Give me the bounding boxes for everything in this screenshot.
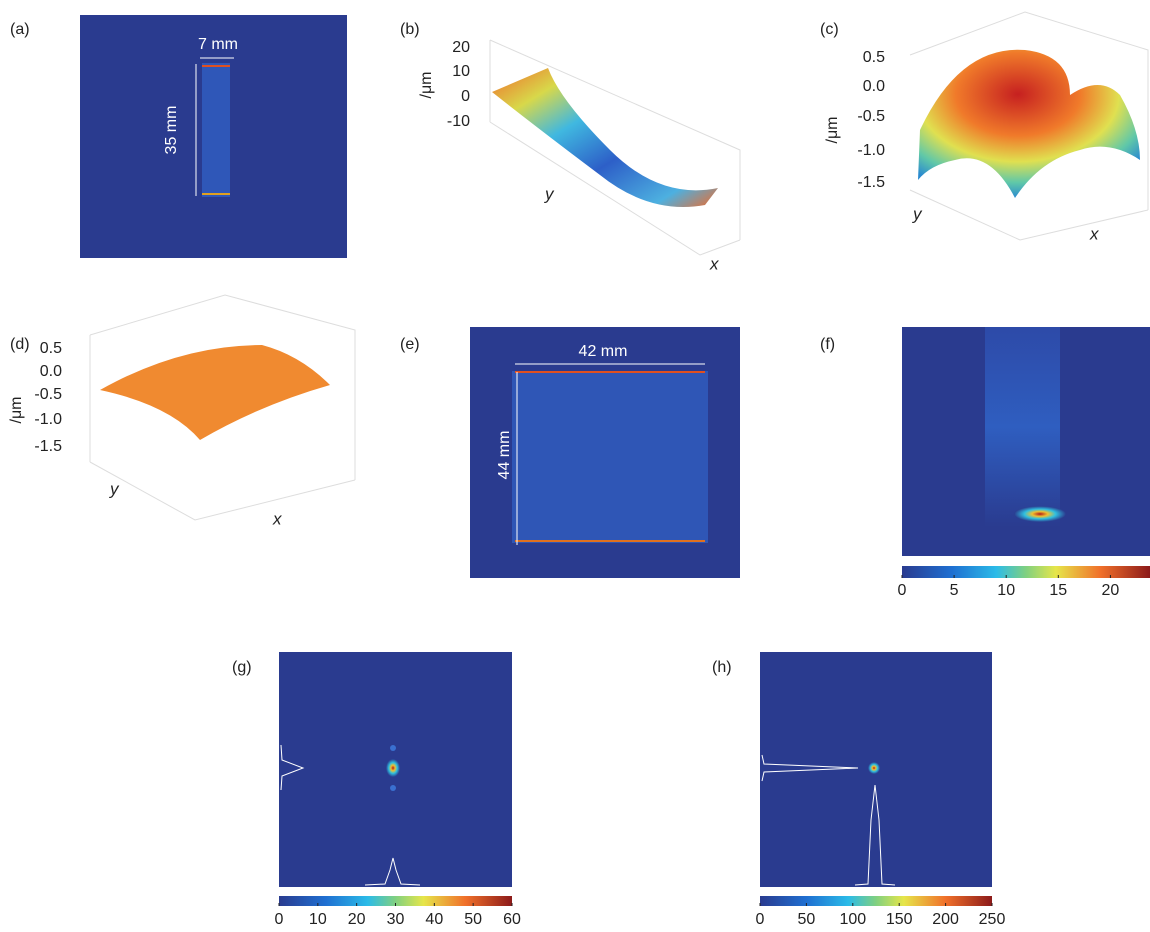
z-tick-label: 10 [452,63,470,80]
beam-strip [202,63,230,197]
annotation: 7 mm [198,36,238,53]
surface [918,50,1140,198]
hot-spot [1014,506,1066,522]
y-label: y [544,184,555,203]
colorbar-tick-label: 100 [839,911,866,927]
panel-label: (g) [232,659,252,676]
z-tick-label: 0.5 [40,340,62,357]
z-tick-label: -10 [447,113,470,130]
page: (a) 7 mm 35 mm (b) 20 10 0 -10 /μm y x (… [0,0,1150,927]
x-label: x [709,254,719,273]
panel-label: (c) [820,21,839,38]
surface [492,68,718,207]
annotation: 44 mm [496,431,513,480]
colorbar-tick-label: 60 [503,911,521,927]
colorbar-tick-label: 10 [997,582,1015,599]
surface [100,345,330,440]
z-tick-label: 20 [452,39,470,56]
y-label: y [109,479,120,498]
colorbar-tick-label: 5 [950,582,959,599]
colorbar-tick-label: 20 [348,911,366,927]
annotation: 35 mm [163,106,180,155]
beam-area [985,327,1060,527]
z-tick-label: -1.5 [34,438,62,455]
side-lobe [390,785,396,791]
colorbar [760,896,992,906]
z-label: /μm [824,117,841,144]
panel-label: (f) [820,336,835,353]
colorbar-tick-label: 0 [275,911,284,927]
y-label: y [912,204,923,223]
colorbar-tick-label: 30 [387,911,405,927]
annotation: 42 mm [579,343,628,360]
panel-label: (h) [712,659,732,676]
colorbar-tick-label: 150 [886,911,913,927]
panel-label: (b) [400,21,420,38]
colorbar-tick-label: 50 [464,911,482,927]
side-lobe [390,745,396,751]
axes-box [490,40,740,255]
panel-label: (d) [10,336,30,353]
colorbar [902,566,1150,578]
colorbar-tick-label: 15 [1049,582,1067,599]
figure: (a) 7 mm 35 mm (b) 20 10 0 -10 /μm y x (… [0,0,1150,927]
colorbar-tick-label: 10 [309,911,327,927]
colorbar-tick-label: 40 [425,911,443,927]
colorbar-tick-label: 0 [756,911,765,927]
focal-spot [868,762,880,774]
x-label: x [272,509,282,528]
z-tick-label: -1.0 [34,411,62,428]
z-tick-label: -1.0 [857,142,885,159]
z-tick-label: 0.5 [863,49,885,66]
panel-label: (a) [10,21,30,38]
panel-label: (e) [400,336,420,353]
z-tick-label: 0.0 [863,78,885,95]
focal-spot [386,759,400,777]
z-tick-label: -1.5 [857,174,885,191]
z-tick-label: 0.0 [40,363,62,380]
beam-area [512,371,708,543]
colorbar-tick-label: 20 [1102,582,1120,599]
z-tick-label: 0 [461,88,470,105]
z-tick-label: -0.5 [857,108,885,125]
z-label: /μm [8,397,25,424]
z-label: /μm [418,72,435,99]
colorbar-tick-label: 50 [798,911,816,927]
x-label: x [1089,224,1099,243]
colorbar-tick-label: 200 [932,911,959,927]
z-tick-label: -0.5 [34,386,62,403]
colorbar-tick-label: 250 [979,911,1006,927]
colorbar-tick-label: 0 [898,582,907,599]
